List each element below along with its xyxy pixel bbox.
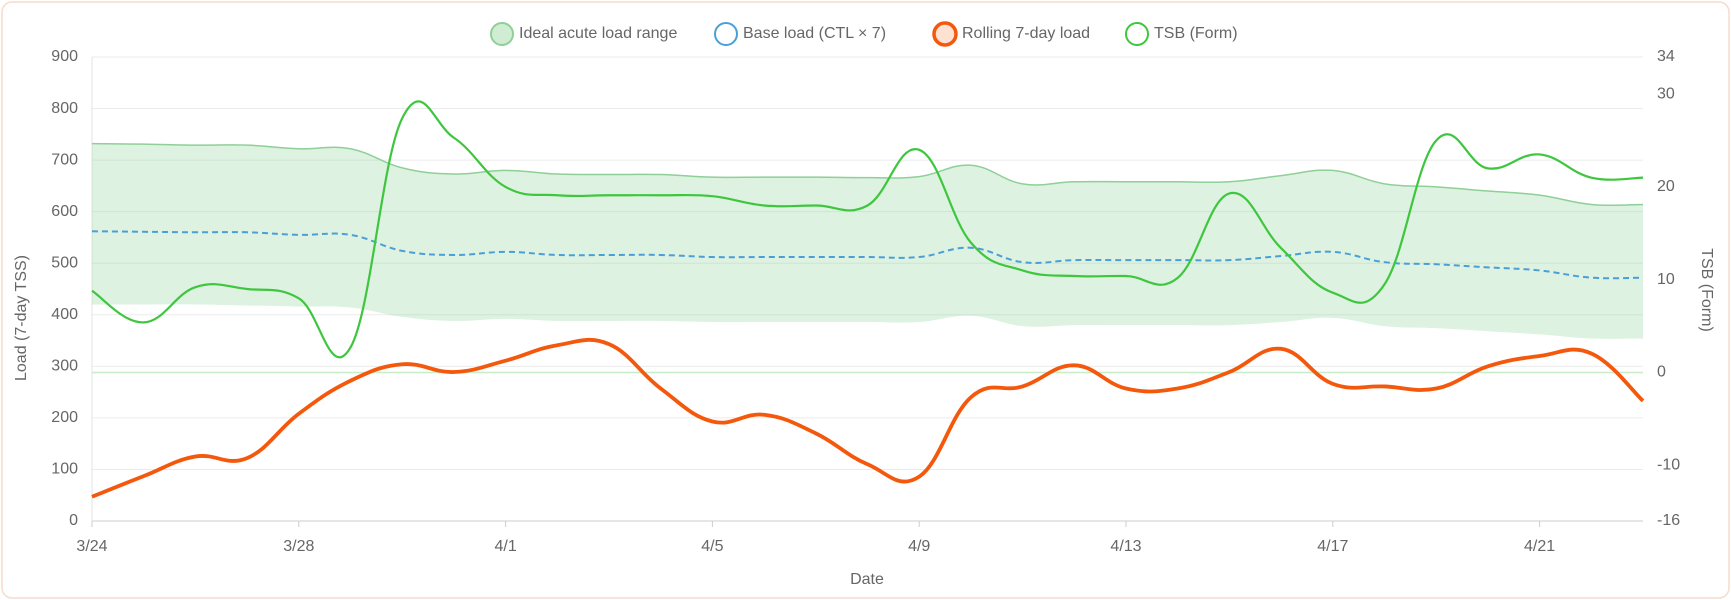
x-tick-label: 4/17: [1317, 538, 1348, 555]
y2-tick-label: 20: [1657, 178, 1675, 195]
legend-swatch: [1125, 22, 1149, 46]
y2-tick-label: 30: [1657, 85, 1675, 102]
y-tick-label: 400: [51, 306, 78, 323]
x-axis-label: Date: [850, 571, 884, 588]
series-line: [91, 100, 1644, 359]
x-tick-label: 4/9: [908, 538, 930, 555]
x-tick-label: 4/5: [701, 538, 723, 555]
range-area: [92, 143, 1643, 339]
y2-tick-label: 34: [1657, 48, 1675, 65]
range-upper: [91, 142, 1644, 207]
legend-label: Base load (CTL × 7): [743, 25, 886, 42]
x-tick-label: 4/13: [1110, 538, 1141, 555]
legend-swatch: [490, 22, 514, 46]
legend-label: Ideal acute load range: [519, 25, 677, 42]
y2-tick-label: 10: [1657, 271, 1675, 288]
y2-tick-label: -10: [1657, 457, 1680, 474]
y2-axis-label: TSB (Form): [1698, 248, 1715, 332]
y2-tick-label: -16: [1657, 512, 1680, 529]
y-tick-label: 500: [51, 254, 78, 271]
series-line: [91, 337, 1645, 499]
y-tick-label: 0: [69, 512, 78, 529]
y2-tick-label: 0: [1657, 364, 1666, 381]
legend-swatch: [932, 21, 958, 47]
x-tick-label: 3/28: [283, 538, 314, 555]
legend-swatch: [714, 22, 738, 46]
legend-label: TSB (Form): [1154, 25, 1238, 42]
y-tick-label: 100: [51, 461, 78, 478]
x-tick-label: 3/24: [76, 538, 107, 555]
y-tick-label: 700: [51, 151, 78, 168]
x-tick-label: 4/21: [1524, 538, 1555, 555]
legend-label: Rolling 7-day load: [962, 25, 1090, 42]
y-tick-label: 600: [51, 203, 78, 220]
y-tick-label: 300: [51, 358, 78, 375]
y-tick-label: 800: [51, 100, 78, 117]
y-axis-label: Load (7-day TSS): [13, 255, 30, 381]
y-tick-label: 900: [51, 48, 78, 65]
y-tick-label: 200: [51, 409, 78, 426]
x-tick-label: 4/1: [494, 538, 516, 555]
base-line: [91, 230, 1644, 280]
